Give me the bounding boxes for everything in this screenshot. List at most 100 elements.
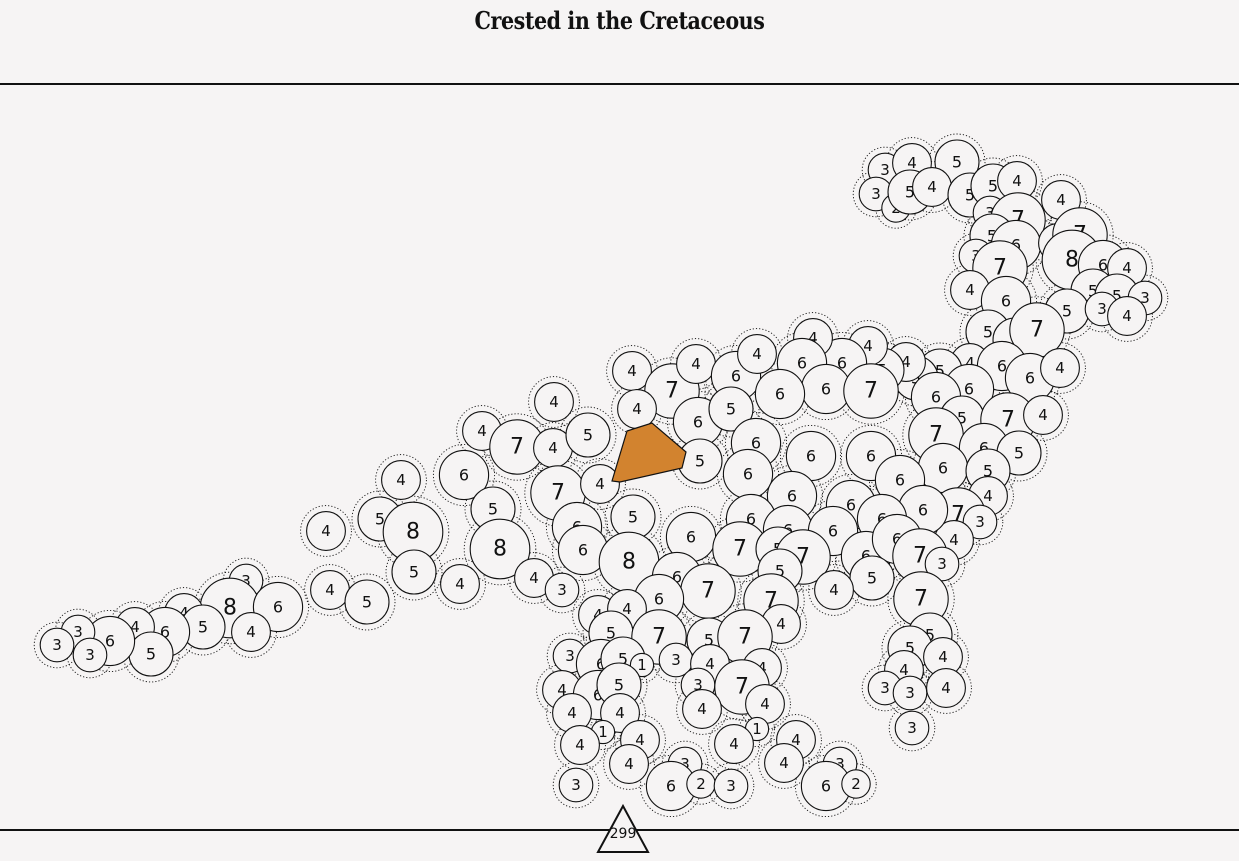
number-circle[interactable]: 4	[231, 612, 271, 652]
number-circle[interactable]: 4	[926, 668, 966, 708]
number-circle[interactable]: 4	[1040, 348, 1080, 388]
number-circle[interactable]: 5	[610, 494, 656, 540]
number-circle[interactable]: 4	[745, 684, 785, 724]
circle-number: 4	[325, 581, 335, 599]
circle-number: 4	[549, 393, 559, 411]
circle-number: 8	[622, 550, 636, 575]
circle-number: 1	[752, 720, 762, 738]
circle-shape	[843, 363, 899, 419]
number-circle[interactable]: 4	[1023, 395, 1063, 435]
circle-halo	[638, 357, 706, 425]
number-circle[interactable]: 8	[469, 518, 531, 580]
number-circle[interactable]: 4	[534, 382, 574, 422]
number-circle[interactable]: 4	[310, 570, 350, 610]
circle-number: 4	[776, 615, 786, 633]
circle-number: 4	[965, 281, 975, 299]
number-circle[interactable]: 4	[1107, 296, 1147, 336]
number-circle[interactable]: 6	[754, 368, 806, 420]
number-circle[interactable]: 3	[544, 572, 580, 608]
number-circle[interactable]: 5	[849, 555, 895, 601]
number-circle[interactable]: 3	[894, 710, 930, 746]
circle-number: 4	[949, 531, 959, 549]
circle-number: 4	[760, 695, 770, 713]
number-circle[interactable]: 6	[722, 448, 774, 500]
circle-halo	[928, 133, 986, 191]
number-circle[interactable]: 5	[180, 604, 226, 650]
number-circle[interactable]: 3	[558, 767, 594, 803]
circle-number: 8	[406, 520, 420, 545]
circle-number: 6	[846, 496, 856, 515]
number-circle[interactable]: 3	[962, 504, 998, 540]
number-circle[interactable]: 4	[676, 344, 716, 384]
circle-number: 7	[735, 675, 749, 700]
circle-shape	[962, 504, 998, 540]
circle-halo	[246, 575, 310, 639]
circle-halo	[760, 464, 824, 528]
number-circle[interactable]: 4	[381, 460, 421, 500]
number-circle[interactable]: 4	[682, 689, 722, 729]
number-circle[interactable]: 5	[677, 438, 723, 484]
number-circle[interactable]: 4	[737, 334, 777, 374]
number-circle[interactable]: 4	[764, 743, 804, 783]
circle-number: 6	[105, 632, 115, 651]
number-circle[interactable]: 4	[440, 564, 480, 604]
circle-shape	[764, 743, 804, 783]
circle-number: 5	[198, 618, 208, 637]
number-circle[interactable]: 5	[391, 549, 437, 595]
number-circle[interactable]: 3	[924, 546, 960, 582]
circle-number: 4	[927, 178, 937, 196]
circle-number: 7	[864, 379, 878, 404]
number-circle[interactable]: 7	[893, 571, 949, 627]
number-circle[interactable]: 4	[912, 167, 952, 207]
circle-number: 5	[375, 510, 385, 529]
number-circle[interactable]: 4	[580, 464, 620, 504]
number-circle[interactable]: 4	[306, 511, 346, 551]
circle-number: 7	[510, 435, 524, 460]
number-circle[interactable]: 5	[344, 579, 390, 625]
number-circle[interactable]: 3	[713, 768, 749, 804]
number-circle[interactable]: 4	[609, 744, 649, 784]
number-circle[interactable]: 5	[708, 386, 754, 432]
circle-number: 6	[751, 434, 761, 453]
circle-number: 4	[899, 661, 909, 679]
number-circle[interactable]: 7	[489, 419, 545, 475]
circle-number: 6	[160, 623, 170, 642]
number-circle[interactable]: 4	[814, 570, 854, 610]
circle-shape	[1023, 395, 1063, 435]
circle-halo	[545, 495, 609, 559]
number-circle[interactable]: 3	[39, 627, 75, 663]
number-circle[interactable]: 4	[612, 351, 652, 391]
circle-shape	[814, 570, 854, 610]
circle-shape	[682, 689, 722, 729]
circle-number: 8	[493, 537, 507, 562]
circle-number: 4	[729, 735, 739, 753]
number-circle[interactable]: 7	[680, 563, 736, 619]
number-circle[interactable]: 6	[800, 363, 852, 415]
number-circle[interactable]: 4	[923, 637, 963, 677]
circle-halo	[614, 714, 666, 766]
circle-number: 3	[680, 755, 690, 773]
number-circle[interactable]: 4	[560, 725, 600, 765]
circle-number: 5	[935, 362, 945, 381]
circle-number: 3	[85, 646, 95, 664]
number-circle[interactable]: 2	[686, 769, 716, 799]
circle-number: 4	[179, 604, 189, 622]
number-circle[interactable]: 4	[617, 389, 657, 429]
number-circle[interactable]: 5	[128, 631, 174, 677]
circle-shape	[841, 769, 871, 799]
circle-number: 4	[595, 475, 605, 493]
number-circle[interactable]: 4	[714, 724, 754, 764]
number-circle[interactable]: 7	[843, 363, 899, 419]
number-circle[interactable]: 3	[72, 637, 108, 673]
number-circle[interactable]: 7	[712, 521, 768, 577]
circle-number: 6	[578, 541, 588, 560]
number-circle[interactable]: 8	[382, 501, 444, 563]
number-circle[interactable]: 6	[438, 449, 490, 501]
highlighted-polygon[interactable]	[611, 422, 687, 483]
number-circle[interactable]: 2	[841, 769, 871, 799]
number-circle[interactable]: 5	[565, 412, 611, 458]
number-circle[interactable]: 3	[892, 675, 928, 711]
circle-number: 1	[598, 723, 608, 741]
circle-number: 4	[779, 754, 789, 772]
